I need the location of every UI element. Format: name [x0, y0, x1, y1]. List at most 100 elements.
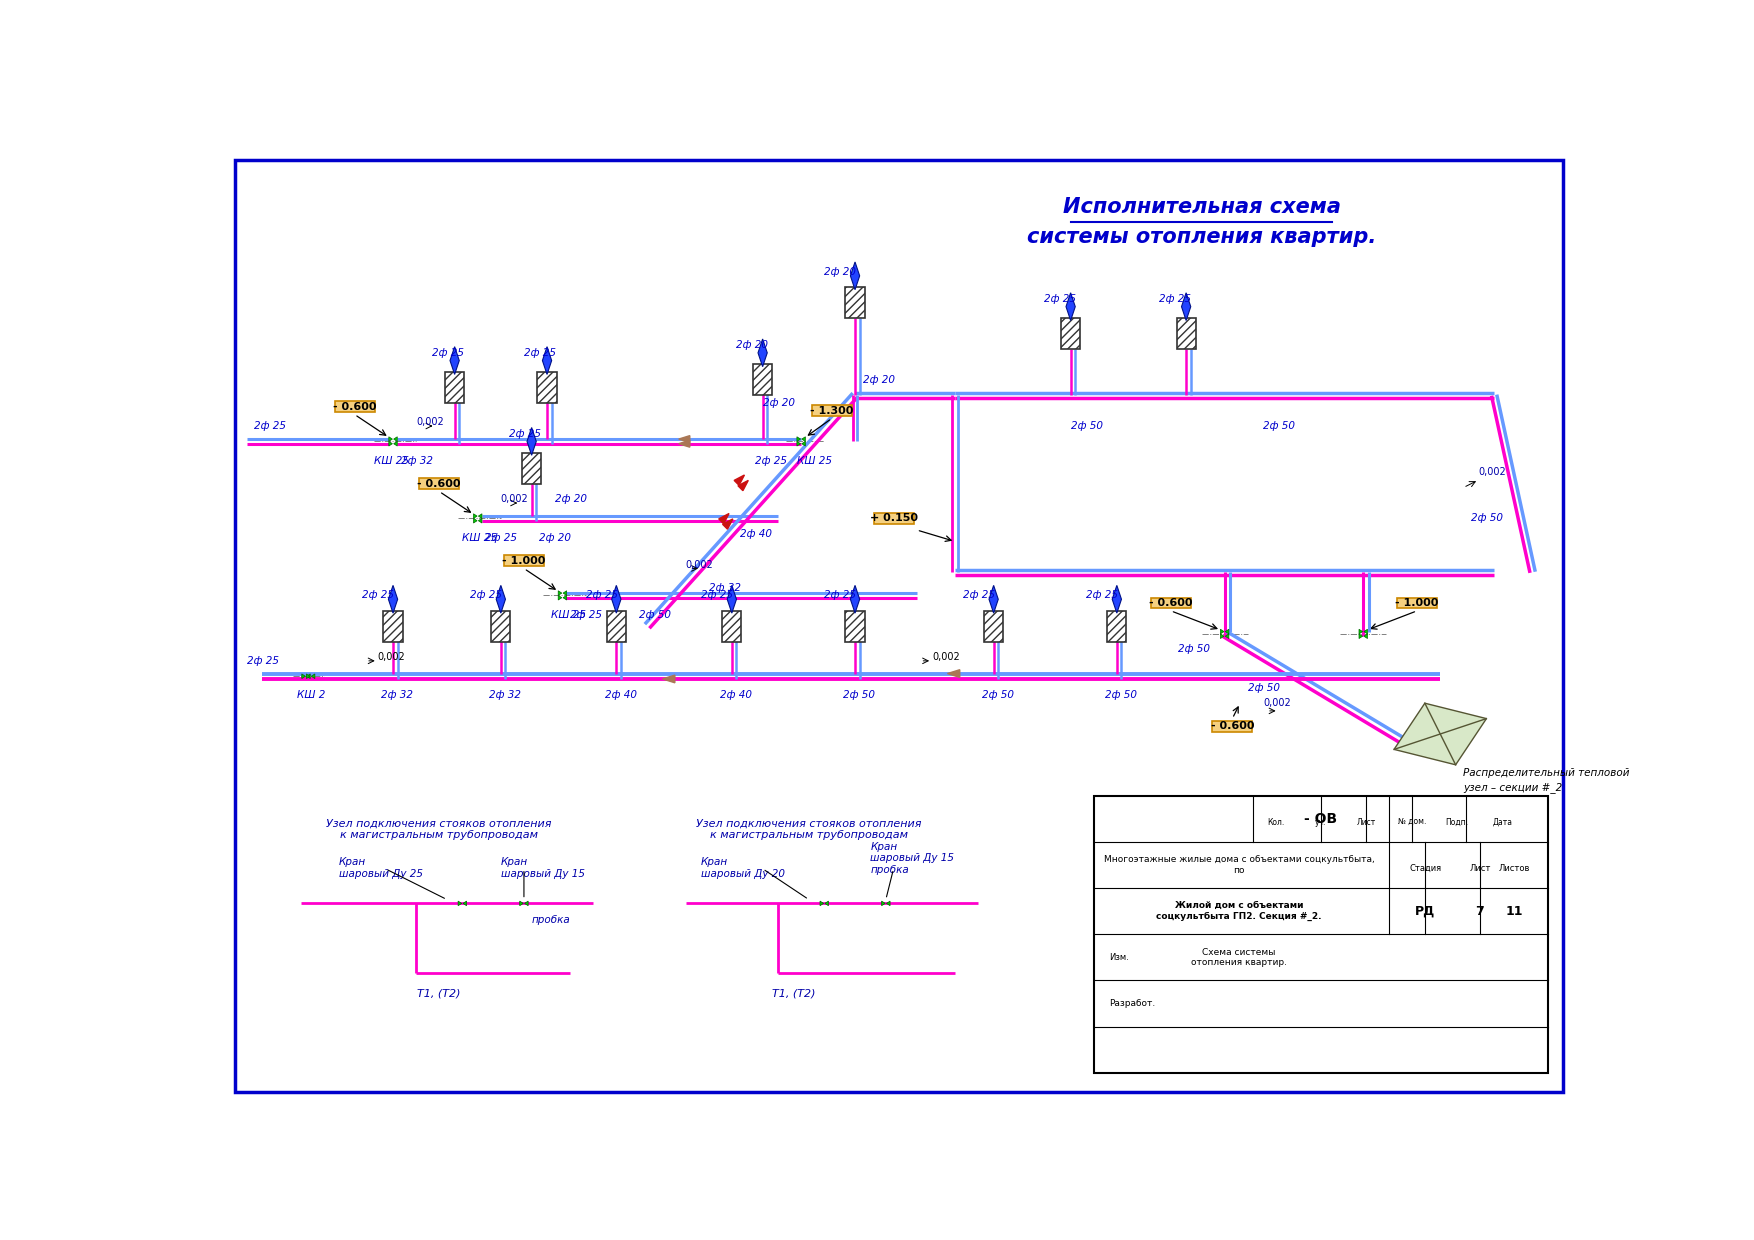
Polygon shape [393, 436, 396, 441]
Polygon shape [1182, 293, 1191, 320]
Text: T1, (T2): T1, (T2) [417, 988, 461, 998]
Text: 2ф 25: 2ф 25 [363, 590, 395, 600]
Text: 0,002: 0,002 [416, 417, 444, 427]
Text: Кран
шаровый Ду 15
пробка: Кран шаровый Ду 15 пробка [870, 842, 954, 875]
Polygon shape [1359, 634, 1363, 639]
Bar [1177, 319, 1196, 348]
Polygon shape [307, 673, 310, 678]
Polygon shape [796, 441, 800, 446]
Text: Стадия: Стадия [1408, 864, 1442, 873]
Bar [723, 611, 742, 641]
Text: 2ф 50: 2ф 50 [640, 610, 672, 620]
Polygon shape [758, 339, 766, 367]
Text: 0,002: 0,002 [377, 652, 405, 662]
Bar [752, 365, 772, 396]
Text: Лист: Лист [1356, 818, 1375, 827]
Text: 2ф 50: 2ф 50 [1247, 683, 1280, 693]
Text: 2ф 32: 2ф 32 [709, 583, 740, 593]
Text: Дата: Дата [1493, 818, 1512, 827]
Polygon shape [388, 585, 398, 613]
Bar [845, 611, 865, 641]
Bar [537, 372, 556, 403]
Polygon shape [563, 590, 567, 595]
Bar [446, 372, 465, 403]
Text: Жилой дом с объектами
соцкультбыта ГП2. Секция #_2.: Жилой дом с объектами соцкультбыта ГП2. … [1156, 901, 1323, 921]
Bar [523, 453, 542, 484]
Text: Исполнительная схема: Исполнительная схема [1063, 197, 1340, 217]
Text: 2ф 50: 2ф 50 [1263, 422, 1294, 432]
Polygon shape [679, 440, 689, 448]
Text: 2ф 20: 2ф 20 [863, 374, 895, 384]
Polygon shape [1365, 629, 1368, 634]
Text: 2ф 25: 2ф 25 [702, 590, 733, 600]
Bar [845, 288, 865, 319]
Text: 2ф 50: 2ф 50 [844, 691, 875, 701]
Polygon shape [524, 901, 528, 905]
Text: Кран
шаровый Ду 25: Кран шаровый Ду 25 [339, 857, 423, 879]
Polygon shape [947, 670, 959, 677]
Text: 2ф 50: 2ф 50 [1179, 645, 1210, 655]
Polygon shape [558, 590, 561, 595]
Text: 2ф 25: 2ф 25 [1159, 294, 1191, 304]
Polygon shape [479, 518, 482, 523]
Polygon shape [1394, 703, 1486, 765]
Text: Листов: Листов [1498, 864, 1529, 873]
Polygon shape [479, 513, 482, 518]
Text: системы отопления квартир.: системы отопления квартир. [1026, 227, 1377, 247]
Text: 2ф 32: 2ф 32 [489, 691, 521, 701]
Text: 2ф 20: 2ф 20 [554, 495, 588, 505]
Text: 2ф 25: 2ф 25 [509, 429, 540, 439]
Polygon shape [519, 901, 523, 905]
Text: 2ф 25: 2ф 25 [754, 455, 788, 466]
Polygon shape [563, 595, 567, 600]
Polygon shape [474, 513, 477, 518]
Text: Узел подключения стояков отопления
к магистральным трубопроводам: Узел подключения стояков отопления к маг… [326, 818, 553, 841]
Text: КШ 25: КШ 25 [798, 455, 833, 466]
FancyBboxPatch shape [1398, 598, 1437, 609]
Text: 2ф 25: 2ф 25 [247, 656, 279, 666]
Text: КШ 25: КШ 25 [374, 455, 409, 466]
Text: 2ф 50: 2ф 50 [982, 691, 1014, 701]
Polygon shape [542, 347, 553, 374]
Text: Разработ.: Разработ. [1109, 999, 1156, 1008]
Text: 2ф 25: 2ф 25 [586, 590, 617, 600]
Text: 2ф 25: 2ф 25 [524, 348, 556, 358]
Polygon shape [882, 901, 886, 905]
Text: Кол.: Кол. [1266, 818, 1284, 827]
Text: 2ф 20: 2ф 20 [763, 398, 795, 408]
Polygon shape [1221, 634, 1224, 639]
Text: 0,002: 0,002 [931, 652, 959, 662]
Bar [1061, 319, 1080, 348]
Polygon shape [1226, 634, 1230, 639]
Text: 2ф 25: 2ф 25 [824, 590, 856, 600]
Text: Распределительный тепловой: Распределительный тепловой [1463, 768, 1629, 777]
Polygon shape [719, 513, 730, 523]
Polygon shape [310, 673, 316, 678]
Text: 2ф 32: 2ф 32 [381, 691, 414, 701]
Text: 2ф 40: 2ф 40 [740, 528, 772, 539]
Polygon shape [1365, 634, 1368, 639]
Text: Кран
шаровый Ду 15: Кран шаровый Ду 15 [502, 857, 584, 879]
Text: РД: РД [1415, 905, 1435, 918]
Text: Схема системы
отопления квартир.: Схема системы отопления квартир. [1191, 947, 1287, 967]
Polygon shape [1221, 629, 1224, 634]
Text: T1, (T2): T1, (T2) [772, 988, 816, 998]
Bar [984, 611, 1003, 641]
FancyBboxPatch shape [1151, 598, 1191, 609]
Polygon shape [463, 901, 467, 905]
FancyBboxPatch shape [503, 556, 544, 567]
Polygon shape [738, 480, 749, 491]
Polygon shape [389, 441, 393, 446]
Text: - 0.600: - 0.600 [1149, 598, 1193, 608]
Polygon shape [393, 441, 396, 446]
Text: 11: 11 [1505, 905, 1522, 918]
Text: - ОВ: - ОВ [1305, 812, 1338, 826]
Polygon shape [496, 585, 505, 613]
Polygon shape [1066, 293, 1075, 320]
Text: 2ф 20: 2ф 20 [824, 267, 856, 277]
Text: 2ф 50: 2ф 50 [1105, 691, 1137, 701]
Polygon shape [1226, 629, 1230, 634]
Polygon shape [796, 436, 800, 441]
Text: - 0.600: - 0.600 [1210, 722, 1254, 732]
Text: - 0.600: - 0.600 [417, 479, 461, 489]
